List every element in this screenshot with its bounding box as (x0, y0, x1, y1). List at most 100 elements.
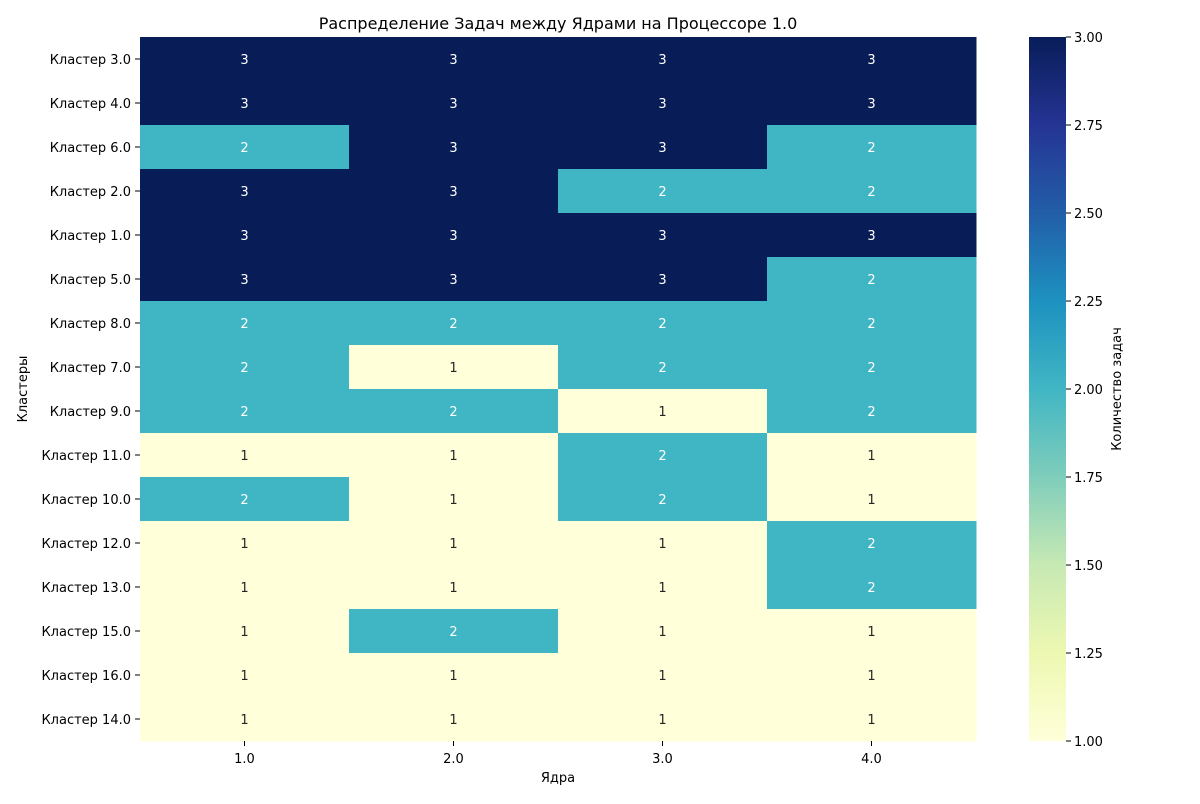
cell-value-label: 3 (240, 273, 248, 288)
colorbar-tick-label: 2.50 (1074, 207, 1103, 222)
heatmap-cell (349, 37, 559, 82)
cell-value-label: 3 (449, 273, 457, 288)
heatmap-cell (140, 433, 350, 478)
cell-value-label: 3 (658, 97, 666, 112)
heatmap-cell (140, 477, 350, 522)
heatmap-cell (767, 81, 977, 126)
heatmap-cell (349, 653, 559, 698)
cell-annotations: 3 3 3 3 3 3 3 3 2 3 3 2 3 3 2 2 3 3 3 3 3 3 3 2 2 2 2 2 2 1 2 2 2 2 1 2 1 1 2 1… (240, 53, 875, 728)
heatmap-cell (349, 345, 559, 390)
colorbar-tick-label: 2.75 (1074, 119, 1103, 134)
colorbar-tick-label: 1.75 (1074, 471, 1103, 486)
heatmap-cell (767, 609, 977, 654)
heatmap-cell (140, 697, 350, 742)
cell-value-label: 2 (240, 493, 248, 508)
heatmap-cell (140, 521, 350, 566)
y-tick-label: Кластер 10.0 (41, 493, 131, 508)
cell-value-label: 2 (867, 405, 875, 420)
heatmap-cell (767, 257, 977, 302)
heatmap-cell (140, 565, 350, 610)
cell-value-label: 1 (658, 669, 666, 684)
heatmap-cell (349, 565, 559, 610)
cell-value-label: 2 (658, 493, 666, 508)
cell-value-label: 1 (449, 669, 457, 684)
cell-value-label: 3 (240, 229, 248, 244)
heatmap-cell (558, 169, 768, 214)
cell-value-label: 2 (240, 405, 248, 420)
heatmap-cell (349, 521, 559, 566)
cell-value-label: 3 (449, 229, 457, 244)
cell-value-label: 2 (867, 537, 875, 552)
y-tick-label: Кластер 16.0 (41, 669, 131, 684)
cell-value-label: 1 (240, 449, 248, 464)
cell-value-label: 1 (449, 581, 457, 596)
heatmap-cell (767, 433, 977, 478)
heatmap-cell (140, 389, 350, 434)
cell-value-label: 2 (867, 273, 875, 288)
cell-value-label: 3 (449, 97, 457, 112)
cell-value-label: 1 (449, 537, 457, 552)
colorbar (1029, 37, 1066, 741)
heatmap-cell (140, 257, 350, 302)
x-tick-label: 2.0 (443, 752, 464, 767)
cell-value-label: 2 (867, 141, 875, 156)
heatmap-cell (349, 125, 559, 170)
x-tick-label: 3.0 (652, 752, 673, 767)
heatmap-cell (767, 521, 977, 566)
y-tick-label: Кластер 7.0 (50, 361, 131, 376)
heatmap-cell (349, 169, 559, 214)
cell-value-label: 3 (658, 273, 666, 288)
cell-value-label: 1 (867, 493, 875, 508)
colorbar-tick-label: 2.25 (1074, 295, 1103, 310)
cell-value-label: 3 (240, 185, 248, 200)
cell-value-label: 2 (658, 449, 666, 464)
colorbar-tick-label: 1.50 (1074, 559, 1103, 574)
cell-value-label: 3 (867, 53, 875, 68)
cell-value-label: 1 (449, 493, 457, 508)
cell-value-label: 2 (867, 185, 875, 200)
heatmap-cell (767, 169, 977, 214)
cell-value-label: 2 (449, 625, 457, 640)
cell-value-label: 2 (240, 141, 248, 156)
heatmap-cell (767, 37, 977, 82)
cell-value-label: 1 (449, 361, 457, 376)
cell-value-label: 1 (449, 713, 457, 728)
cell-value-label: 1 (867, 669, 875, 684)
cell-value-label: 3 (658, 229, 666, 244)
colorbar-label: Количество задач (1110, 327, 1125, 451)
cell-value-label: 3 (449, 141, 457, 156)
cell-value-label: 1 (658, 625, 666, 640)
x-tick-label: 4.0 (861, 752, 882, 767)
cell-value-label: 1 (867, 713, 875, 728)
heatmap-cell (558, 81, 768, 126)
cell-value-label: 1 (658, 581, 666, 596)
heatmap-cell (558, 477, 768, 522)
cell-value-label: 3 (867, 97, 875, 112)
cell-value-label: 1 (658, 537, 666, 552)
y-tick-label: Кластер 6.0 (50, 141, 131, 156)
x-axis-label: Ядра (541, 771, 575, 786)
cell-value-label: 2 (449, 317, 457, 332)
cell-value-label: 2 (240, 361, 248, 376)
heatmap-cell (558, 301, 768, 346)
cell-value-label: 1 (240, 581, 248, 596)
heatmap-cell (140, 81, 350, 126)
y-tick-label: Кластер 9.0 (50, 405, 131, 420)
heatmap-cell (140, 609, 350, 654)
heatmap-cell (140, 125, 350, 170)
cell-value-label: 3 (240, 53, 248, 68)
cell-value-label: 2 (658, 317, 666, 332)
heatmap-cell (140, 169, 350, 214)
x-tick-labels: 1.0 2.0 3.0 4.0 (234, 741, 882, 767)
y-tick-label: Кластер 5.0 (50, 273, 131, 288)
colorbar-tick-label: 3.00 (1074, 31, 1103, 46)
heatmap-cell (558, 389, 768, 434)
heatmap-cell (558, 433, 768, 478)
y-tick-labels: Кластер 3.0 Кластер 4.0 Кластер 6.0 Кластер… (41, 53, 140, 728)
x-tick-label: 1.0 (234, 752, 255, 767)
chart-title: Распределение Задач между Ядрами на Проц… (319, 14, 798, 33)
heatmap-cell (349, 257, 559, 302)
y-tick-label: Кластер 14.0 (41, 713, 131, 728)
heatmap-cell (767, 653, 977, 698)
